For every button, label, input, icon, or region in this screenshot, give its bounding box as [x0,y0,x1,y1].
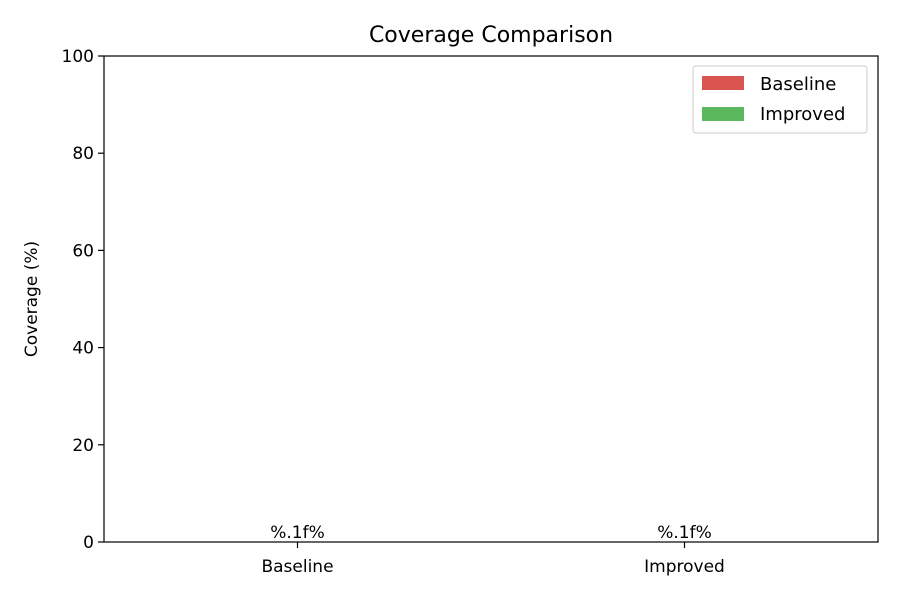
bar-value-label: %.1f% [657,523,712,543]
x-tick-label: Baseline [261,557,333,577]
y-tick-label: 60 [72,241,94,261]
chart-title: Coverage Comparison [369,23,613,48]
y-tick-label: 40 [72,339,94,359]
plot-frame [103,55,879,543]
legend-swatch-baseline [702,76,744,90]
bar-value-label: %.1f% [270,523,325,543]
y-tick-label: 100 [62,47,94,67]
y-tick-label: 80 [72,144,94,164]
x-axis: Baseline Improved [261,542,725,577]
legend-label-improved: Improved [760,104,845,125]
y-axis: 0 20 40 60 80 100 [62,47,104,553]
plot-area [103,55,879,543]
x-tick-label: Improved [644,557,725,577]
legend-label-baseline: Baseline [760,74,836,95]
y-tick-label: 20 [72,436,94,456]
y-tick-label: 0 [83,533,94,553]
data-labels: %.1f% %.1f% [270,523,712,543]
legend-swatch-improved [702,107,744,121]
legend: Baseline Improved [692,65,868,134]
y-axis-label: Coverage (%) [22,241,42,357]
